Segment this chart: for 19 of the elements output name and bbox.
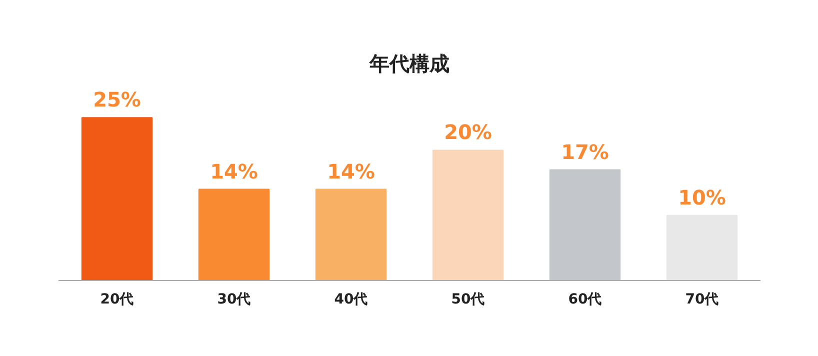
x-tick-label: 60代 <box>568 292 602 308</box>
x-tick-label: 30代 <box>217 292 251 308</box>
bar <box>315 188 387 280</box>
bar <box>432 150 504 280</box>
chart-title: 年代構成 <box>368 52 450 76</box>
bar <box>666 214 738 280</box>
x-tick-label: 50代 <box>451 292 485 308</box>
bar <box>198 188 270 280</box>
x-tick-label: 20代 <box>100 292 134 308</box>
data-label: 17% <box>561 140 609 164</box>
bar <box>549 169 621 280</box>
data-label: 14% <box>210 159 258 184</box>
x-tick-label: 40代 <box>334 292 368 308</box>
data-label: 10% <box>678 185 726 210</box>
bar <box>81 117 153 280</box>
data-label: 25% <box>93 88 141 112</box>
data-label: 14% <box>327 159 375 184</box>
data-label: 20% <box>444 120 492 144</box>
x-tick-label: 70代 <box>685 292 719 308</box>
